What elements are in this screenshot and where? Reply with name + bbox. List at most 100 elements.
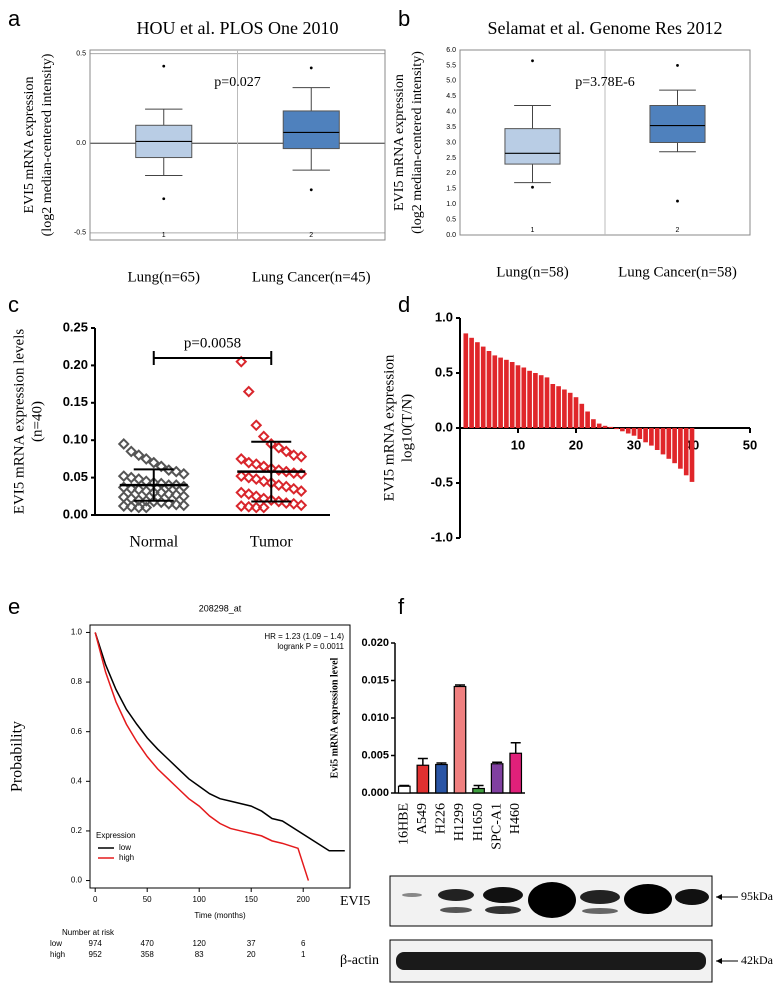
band <box>402 893 422 897</box>
x-tick-label: SPC-A1 <box>489 803 504 850</box>
y-tick-label: 5.0 <box>446 78 456 85</box>
panel-label: f <box>398 594 405 619</box>
risk-row-name: high <box>50 950 65 959</box>
annotation: logrank P = 0.0011 <box>277 642 344 651</box>
point <box>125 471 138 484</box>
y-tick-label: 0.00 <box>63 506 88 521</box>
group-label: Lung Cancer(n=45) <box>252 269 371 285</box>
x-axis-label: Time (months) <box>194 911 246 920</box>
point <box>177 467 190 480</box>
y-tick-label: 0.015 <box>361 674 389 686</box>
point <box>272 495 285 508</box>
point <box>257 475 270 488</box>
point <box>125 500 138 513</box>
box <box>282 110 340 150</box>
bar <box>492 355 498 428</box>
group-label: Lung(n=65) <box>127 269 200 285</box>
point <box>147 456 160 469</box>
y-tick-label: 1.0 <box>71 628 83 637</box>
bar <box>397 785 411 794</box>
point <box>242 488 255 500</box>
x-tick-label: 0 <box>93 895 98 904</box>
point <box>170 498 183 511</box>
risk-value: 37 <box>247 939 256 948</box>
bar <box>550 384 556 428</box>
x-tick-label: Normal <box>129 534 178 551</box>
arrow-head <box>716 958 722 964</box>
risk-table-title: Number at risk <box>62 928 115 937</box>
y-tick-label: 0.005 <box>361 749 389 761</box>
legend-label: high <box>119 853 134 862</box>
x-tick-label: 1 <box>162 232 166 239</box>
bar <box>666 428 672 459</box>
y-tick-label: 0.010 <box>361 712 389 724</box>
bar <box>683 428 689 476</box>
x-tick-label: H460 <box>508 803 523 834</box>
bar <box>453 685 467 794</box>
band <box>440 907 472 913</box>
point <box>132 449 145 462</box>
y-tick-label: 0.10 <box>63 432 88 447</box>
y-tick-label: 0.0 <box>435 419 453 434</box>
x-tick-label: 2 <box>309 232 313 239</box>
y-tick-label: 4.5 <box>446 93 456 100</box>
survival-curve <box>94 632 310 881</box>
bar <box>509 362 515 428</box>
bar <box>614 428 619 430</box>
bar <box>562 389 567 428</box>
point <box>280 480 293 493</box>
risk-value: 83 <box>195 950 204 959</box>
y-axis-label: log10(T/N) <box>399 394 415 462</box>
point <box>177 480 190 493</box>
bar <box>637 428 643 439</box>
y-tick-label: 0.4 <box>71 776 83 785</box>
bar <box>480 346 486 428</box>
point <box>235 355 248 368</box>
risk-value: 120 <box>193 939 207 948</box>
y-axis-label: EVI5 mRNA expression <box>392 74 407 211</box>
panel-label: b <box>398 6 410 31</box>
y-tick-label: 5.5 <box>446 62 456 69</box>
y-axis-label: EVI5 mRNA expression <box>22 77 37 214</box>
bar <box>486 351 492 428</box>
y-tick-label: -0.5 <box>431 474 453 489</box>
y-tick-label: 0.05 <box>63 469 88 484</box>
point <box>140 452 153 465</box>
bar <box>672 428 677 464</box>
arrow-head <box>716 894 722 900</box>
outlier <box>531 59 534 63</box>
risk-value: 6 <box>301 939 306 948</box>
annotation: HR = 1.23 (1.09 − 1.4) <box>264 632 344 641</box>
point <box>117 470 130 483</box>
point <box>295 485 308 497</box>
y-tick-label: 0.0 <box>71 876 83 885</box>
outlier <box>676 64 679 67</box>
point <box>272 441 285 454</box>
point <box>235 470 248 483</box>
bar <box>649 428 654 446</box>
point <box>117 500 130 512</box>
bar <box>591 419 596 428</box>
x-tick-label: 16HBE <box>397 803 412 845</box>
panel-label: a <box>8 6 21 31</box>
x-tick-label: 30 <box>627 437 641 452</box>
point <box>272 464 285 477</box>
x-tick-label: 200 <box>297 895 311 904</box>
panel-label: c <box>8 292 19 317</box>
bar <box>490 763 504 794</box>
x-tick-label: H1650 <box>471 803 486 841</box>
bar <box>538 375 544 428</box>
bar <box>625 428 631 434</box>
y-tick-label: 3.0 <box>446 139 456 146</box>
band <box>582 908 618 914</box>
y-tick-label: 0.5 <box>446 216 456 223</box>
point <box>125 445 138 458</box>
point <box>162 497 175 510</box>
x-tick-label: H1299 <box>452 803 467 841</box>
bar <box>596 423 602 428</box>
y-tick-label: -0.5 <box>74 230 86 237</box>
bar <box>515 365 521 428</box>
point <box>132 483 145 496</box>
box <box>649 105 706 143</box>
bar <box>527 370 532 428</box>
